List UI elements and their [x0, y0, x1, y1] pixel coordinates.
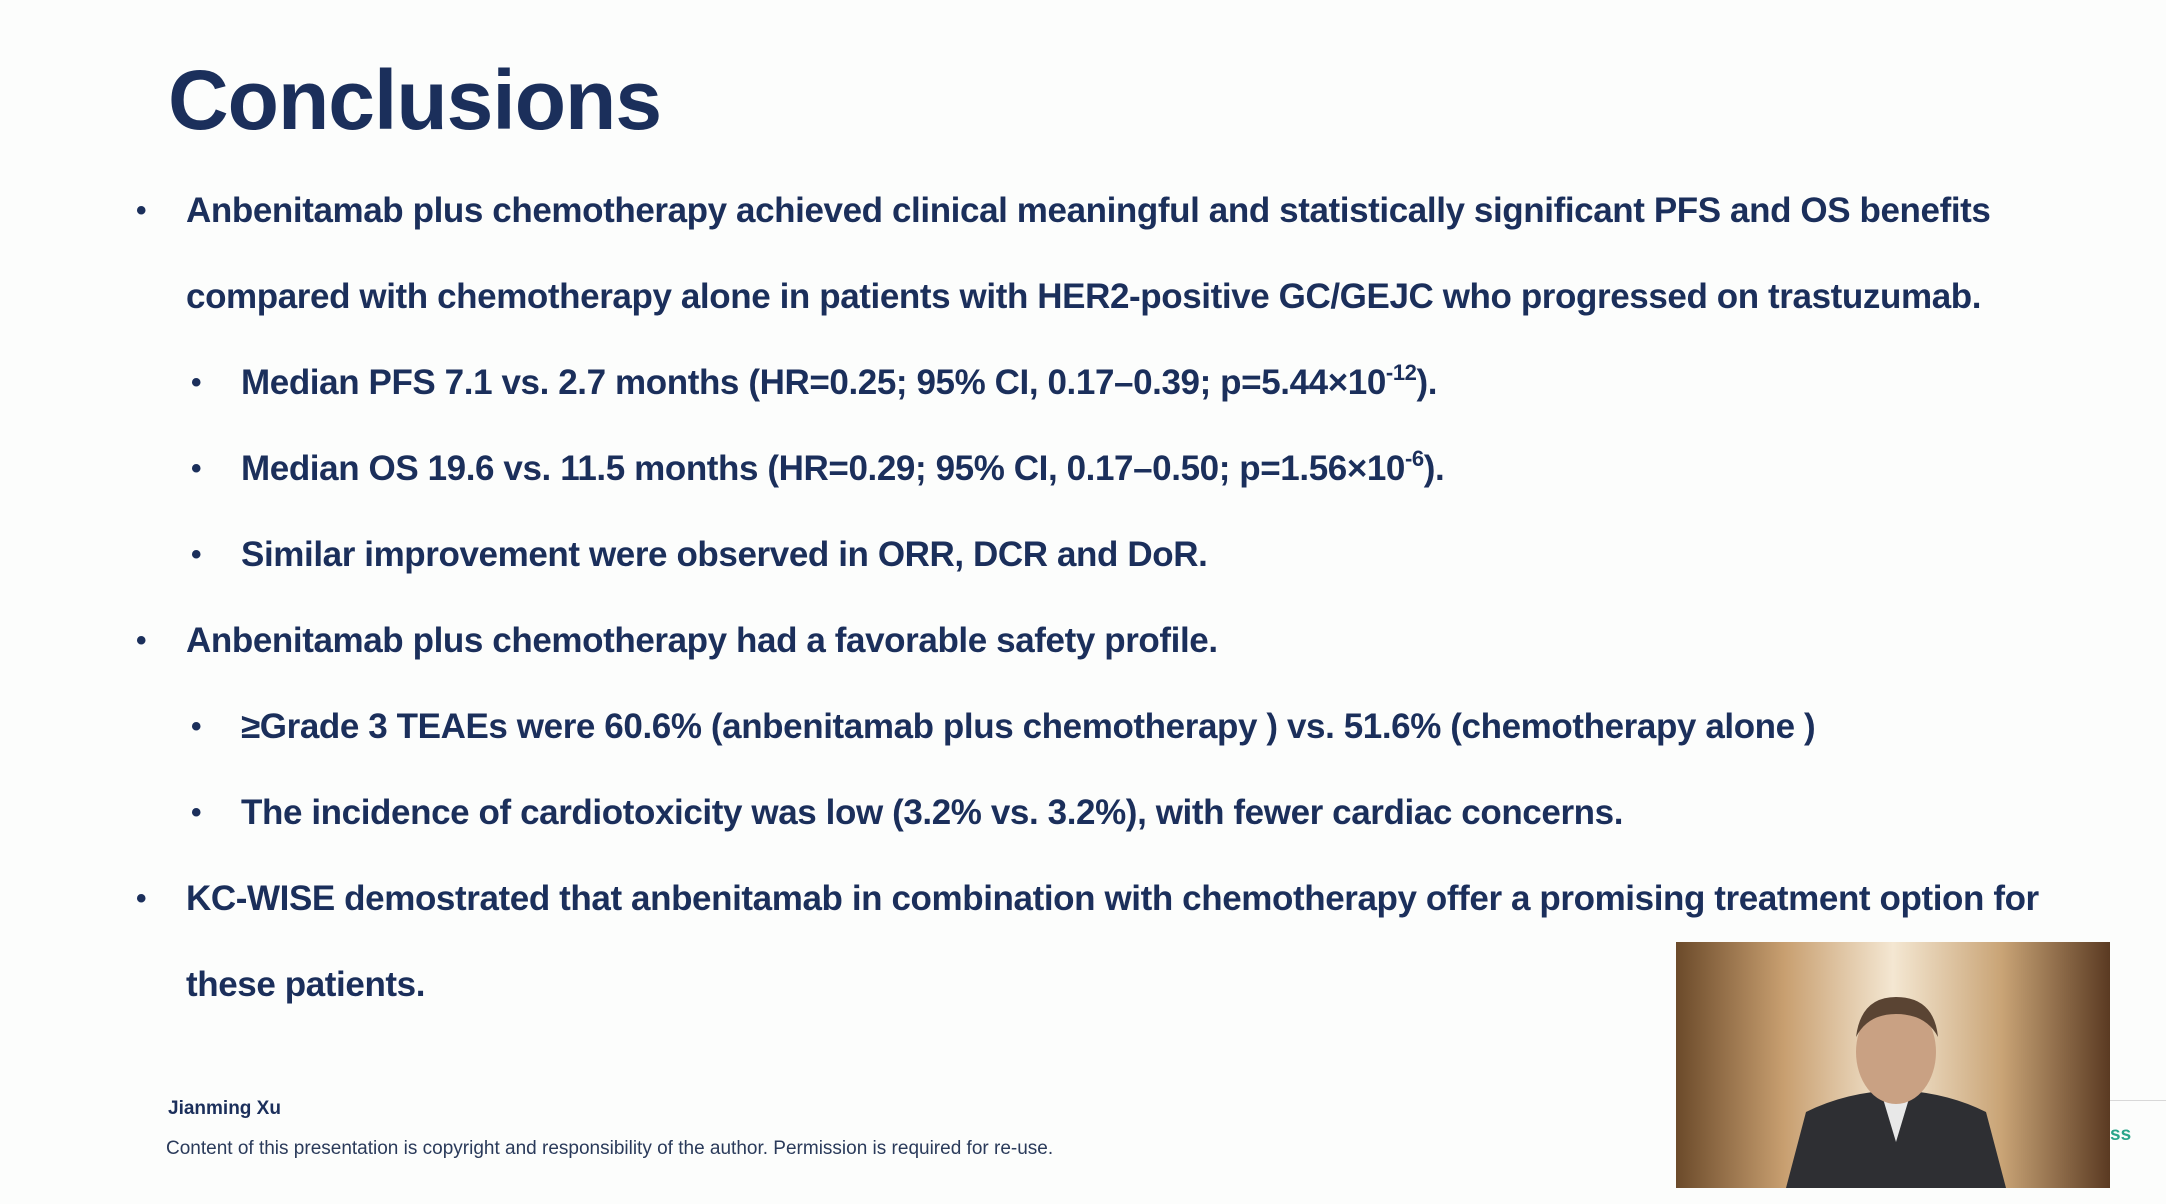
sub-bullet-item: • Median PFS 7.1 vs. 2.7 months (HR=0.25;…: [191, 340, 2101, 426]
superscript: -12: [1385, 360, 1417, 385]
bullet-dot: •: [191, 796, 202, 829]
sub-bullet-tail: ).: [1423, 449, 1445, 488]
bullet-item: • Anbenitamab plus chemotherapy achieved …: [136, 168, 2086, 340]
author: Jianming Xu: [168, 1098, 281, 1119]
sub-bullet-item: • ≥Grade 3 TEAEs were 60.6% (anbenitamab …: [191, 684, 2101, 770]
sub-bullet-item: • Similar improvement were observed in OR…: [191, 512, 2101, 598]
bullet-text: Anbenitamab plus chemotherapy achieved c…: [186, 191, 1991, 316]
bullet-list: • Anbenitamab plus chemotherapy achieved …: [0, 168, 2039, 1028]
sub-bullet-text: The incidence of cardiotoxicity was low …: [241, 793, 1624, 832]
sub-bullet-text: Median OS 19.6 vs. 11.5 months (HR=0.29;…: [241, 449, 1405, 488]
bullet-dot: •: [136, 882, 147, 915]
bullet-dot: •: [191, 538, 202, 571]
bullet-dot: •: [136, 624, 147, 657]
corner-text: ss: [2110, 1124, 2132, 1145]
bullet-text: Anbenitamab plus chemotherapy had a favo…: [186, 621, 1218, 660]
copyright: Content of this presentation is copyrigh…: [166, 1138, 1054, 1159]
divider: [2110, 1100, 2166, 1101]
superscript: -6: [1405, 446, 1424, 471]
bullet-dot: •: [191, 710, 202, 743]
speaker-figure: [1786, 997, 2006, 1188]
sub-bullet-item: • The incidence of cardiotoxicity was low…: [191, 770, 2101, 856]
sub-bullet-tail: ).: [1416, 363, 1438, 402]
sub-bullet-text: Similar improvement were observed in ORR…: [241, 535, 1208, 574]
bullet-dot: •: [136, 194, 147, 227]
bullet-dot: •: [191, 452, 202, 485]
webcam-video: [1676, 942, 2110, 1188]
sub-bullet-text: Median PFS 7.1 vs. 2.7 months (HR=0.25; …: [241, 363, 1386, 402]
slide-title: Conclusions: [168, 53, 662, 147]
bullet-dot: •: [191, 366, 202, 399]
sub-bullet-text: ≥Grade 3 TEAEs were 60.6% (anbenitamab p…: [241, 707, 1816, 746]
bullet-item: • Anbenitamab plus chemotherapy had a fav…: [136, 598, 2086, 684]
sub-bullet-item: • Median OS 19.6 vs. 11.5 months (HR=0.29…: [191, 426, 2101, 512]
bullet-item: • KC-WISE demostrated that anbenitamab in…: [136, 856, 2086, 1028]
bullet-text: KC-WISE demostrated that anbenitamab in …: [186, 879, 2039, 1004]
